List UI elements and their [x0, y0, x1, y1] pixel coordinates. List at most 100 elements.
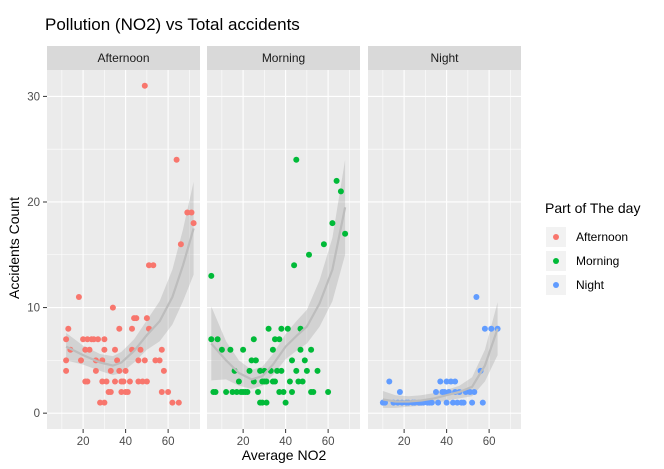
data-point [103, 378, 110, 385]
data-point [165, 389, 172, 395]
data-point [320, 241, 327, 248]
facet-strip [207, 46, 360, 70]
data-point [443, 399, 450, 406]
data-point [259, 399, 266, 406]
data-point [135, 378, 142, 385]
data-point [386, 378, 393, 385]
data-point [63, 336, 70, 343]
legend-title: Part of The day [545, 200, 640, 216]
data-point [299, 378, 306, 385]
confidence-band [382, 302, 498, 408]
data-point [297, 346, 304, 353]
data-point [112, 378, 118, 385]
data-point [75, 294, 82, 300]
data-point [188, 209, 195, 216]
data-point [143, 378, 150, 385]
chart-title: Pollution (NO2) vs Total accidents [45, 15, 300, 34]
data-point [150, 262, 157, 269]
legend-label: Night [576, 278, 605, 292]
data-point [488, 325, 495, 332]
data-point [84, 336, 91, 343]
legend-label: Afternoon [576, 230, 628, 244]
data-point [120, 378, 127, 385]
data-point [282, 399, 289, 406]
facet-strip-label: Night [430, 51, 459, 65]
data-point [235, 378, 242, 385]
confidence-band [66, 181, 194, 376]
panel-background [47, 70, 200, 429]
data-point [272, 378, 278, 385]
data-point [143, 315, 150, 322]
data-point [443, 378, 450, 385]
confidence-band [211, 159, 346, 389]
data-point [95, 336, 101, 343]
y-tick-label: 20 [27, 197, 40, 209]
data-point [314, 367, 321, 374]
data-point [278, 325, 285, 332]
data-point [301, 357, 308, 364]
facet-panel-afternoon: Afternoon 20 40 60 [47, 46, 200, 448]
data-point [293, 156, 300, 163]
data-point [63, 367, 70, 374]
x-tick-label: 20 [237, 436, 250, 448]
data-point [310, 389, 317, 395]
data-point [116, 367, 123, 374]
data-point [295, 378, 302, 385]
facet-panels: Afternoon 20 40 60 Morning 20 40 60 Night 20 40 60 [47, 46, 521, 448]
data-point [212, 389, 219, 395]
data-point [160, 367, 167, 374]
data-point [109, 304, 116, 311]
data-point [65, 325, 72, 332]
y-tick-label: 30 [27, 91, 40, 103]
facet-strip [368, 46, 521, 70]
data-point [218, 346, 225, 353]
data-point [190, 220, 197, 227]
data-point [265, 325, 272, 332]
data-point [460, 399, 467, 406]
data-point [308, 346, 315, 353]
legend-swatch [553, 258, 559, 264]
data-point [435, 399, 442, 406]
legend-swatch [553, 234, 559, 240]
data-point [116, 325, 123, 332]
data-point [250, 336, 257, 343]
facet-panel-morning: Morning 20 40 60 [207, 46, 360, 448]
data-point [433, 389, 439, 395]
data-point [139, 378, 146, 385]
data-point [274, 367, 281, 374]
data-point [184, 209, 191, 216]
y-tick-label: 10 [27, 303, 40, 315]
data-point [452, 378, 459, 385]
data-point [454, 399, 461, 406]
data-point [156, 357, 163, 364]
data-point [101, 336, 108, 343]
y-tick-label: 0 [34, 408, 40, 420]
data-point [428, 399, 435, 406]
data-point [396, 389, 403, 395]
x-tick-label: 20 [398, 436, 411, 448]
data-point [337, 188, 344, 195]
data-point [158, 389, 165, 395]
data-point [257, 367, 264, 374]
data-point [479, 399, 486, 406]
data-point [208, 272, 215, 279]
data-point [227, 346, 234, 353]
data-point [306, 251, 312, 258]
legend-label: Morning [576, 254, 619, 268]
data-point [263, 399, 270, 406]
data-point [141, 82, 148, 89]
y-axis: 0 10 20 30 [27, 91, 47, 420]
data-point [126, 378, 133, 385]
x-tick-label: 40 [440, 436, 453, 448]
data-point [137, 346, 144, 353]
x-tick-label: 60 [162, 436, 175, 448]
panel-background [368, 70, 521, 429]
data-point [248, 357, 255, 364]
data-point [252, 357, 259, 364]
data-point [107, 367, 114, 374]
data-point [118, 389, 125, 395]
data-point [84, 378, 91, 385]
legend: Part of The day Afternoon Morning Night [545, 200, 640, 295]
data-point [78, 357, 84, 364]
